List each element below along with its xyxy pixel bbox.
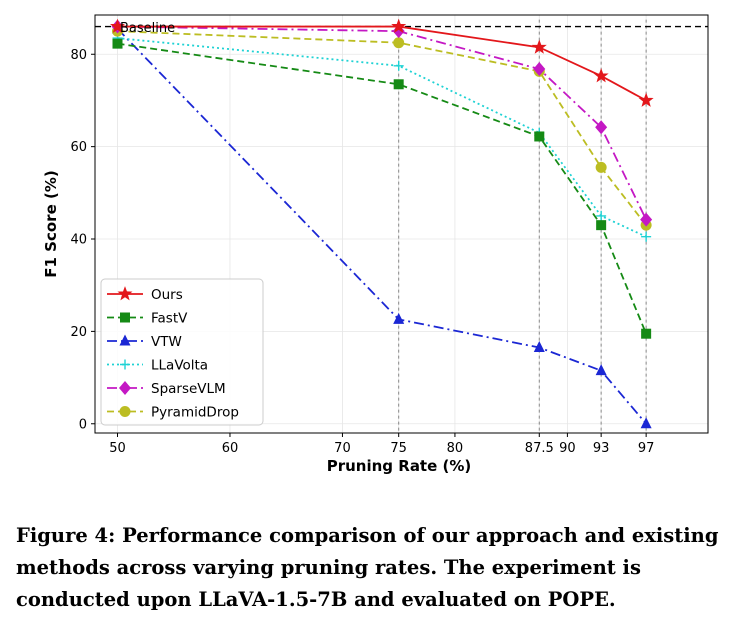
series-sparsevlm (111, 19, 653, 227)
legend-label: SparseVLM (151, 381, 226, 397)
figure-caption: Figure 4: Performance comparison of our … (16, 524, 719, 611)
data-point-llavolta (596, 210, 607, 221)
legend-label: VTW (151, 334, 182, 350)
legend-marker (117, 286, 133, 301)
x-tick-label: 50 (109, 441, 126, 456)
data-point-fastv (112, 38, 123, 49)
data-point-ours (391, 18, 407, 33)
plot-frame (94, 14, 709, 434)
y-tick-label: 0 (79, 417, 87, 432)
legend-marker (120, 359, 130, 370)
data-point-vtw (640, 417, 652, 429)
x-tick-label: 75 (390, 441, 407, 456)
x-tick-label: 93 (593, 441, 610, 456)
x-tick-label: 70 (334, 441, 351, 456)
data-point-ours (531, 39, 547, 54)
data-point-fastv (393, 79, 404, 90)
data-point-sparsevlm (640, 212, 653, 227)
data-point-fastv (534, 131, 545, 142)
legend-item-pyramiddrop: PyramidDrop (107, 405, 239, 421)
legend-item-llavolta: LLaVolta (107, 358, 208, 374)
series-line-llavolta (117, 37, 647, 238)
y-tick-label: 40 (70, 233, 87, 248)
legend-label: PyramidDrop (151, 405, 239, 421)
data-point-llavolta (393, 60, 404, 71)
series-pyramiddrop (111, 25, 652, 231)
series-llavolta (112, 33, 652, 242)
data-point-vtw (595, 364, 607, 376)
legend-marker (119, 381, 131, 395)
legend-label: LLaVolta (151, 358, 208, 374)
y-tick-label: 80 (70, 48, 87, 63)
x-axis-label: Pruning Rate (%) (327, 457, 472, 475)
legend-label: FastV (151, 311, 188, 327)
legend-marker (120, 312, 130, 323)
data-point-vtw (533, 341, 545, 353)
data-point-ours (638, 92, 654, 107)
data-point-vtw (393, 312, 405, 324)
data-point-ours (593, 68, 609, 83)
series-ours (110, 18, 654, 107)
legend-item-fastv: FastV (107, 311, 188, 327)
baseline-label: Baseline (120, 21, 175, 36)
f1-vs-pruning-chart: 50 60 70 75 80 87.5 90 93 97 0 20 40 60 80 Baseline P… (42, 14, 709, 475)
data-point-pyramiddrop (393, 37, 405, 49)
y-tick-label: 20 (70, 325, 87, 340)
legend-label: Ours (151, 287, 183, 303)
data-point-pyramiddrop (595, 161, 607, 173)
x-tick-label: 80 (447, 441, 464, 456)
x-tick-label: 90 (559, 441, 576, 456)
legend-item-vtw: VTW (107, 334, 182, 350)
x-tick-label: 97 (638, 441, 655, 456)
legend-item-ours: Ours (107, 286, 183, 303)
legend-marker (119, 406, 131, 417)
data-point-llavolta (641, 231, 652, 242)
data-point-sparsevlm (533, 62, 546, 77)
x-tick-label: 60 (222, 441, 239, 456)
legend-item-sparsevlm: SparseVLM (107, 381, 226, 397)
data-point-sparsevlm (595, 120, 608, 135)
legend-marker (119, 334, 131, 346)
axis-ticks: 50 60 70 75 80 87.5 90 93 97 0 20 40 60 80 (70, 48, 654, 456)
x-tick-label: 87.5 (525, 441, 554, 456)
y-tick-label: 60 (70, 140, 87, 155)
data-point-ours (110, 18, 125, 33)
data-point-fastv (596, 220, 607, 231)
series-fastv (112, 38, 652, 339)
y-axis-label: F1 Score (%) (42, 170, 60, 277)
legend: Ours FastV VTW LLaVolta SparseVLM PyramidDrop (100, 278, 264, 426)
series-layer (110, 18, 654, 429)
data-point-fastv (641, 328, 652, 339)
